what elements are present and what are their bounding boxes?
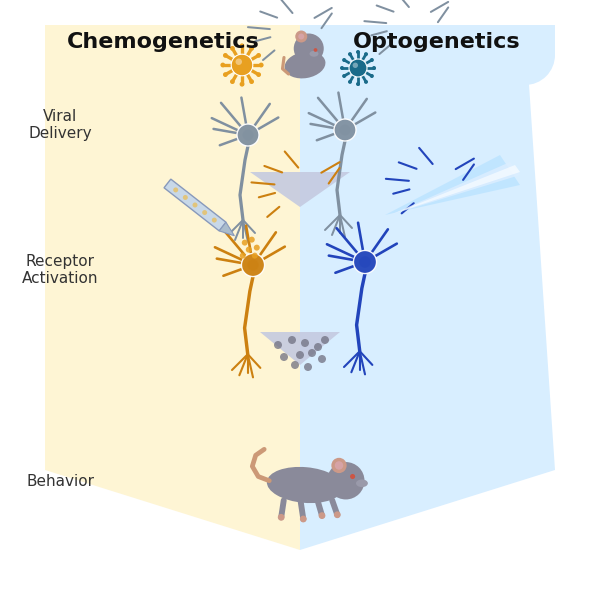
Circle shape bbox=[202, 210, 207, 215]
Circle shape bbox=[318, 355, 326, 363]
Circle shape bbox=[242, 130, 254, 140]
Circle shape bbox=[223, 53, 228, 58]
Circle shape bbox=[247, 259, 259, 271]
Bar bbox=[75, 25, 300, 55]
Circle shape bbox=[278, 514, 284, 521]
Circle shape bbox=[353, 62, 358, 68]
Circle shape bbox=[319, 512, 325, 519]
Circle shape bbox=[350, 474, 355, 479]
Circle shape bbox=[280, 353, 288, 361]
Circle shape bbox=[249, 79, 254, 84]
Circle shape bbox=[239, 82, 244, 86]
Circle shape bbox=[230, 79, 235, 84]
Circle shape bbox=[45, 25, 105, 85]
Circle shape bbox=[231, 54, 253, 76]
Polygon shape bbox=[250, 172, 350, 207]
Circle shape bbox=[241, 253, 265, 277]
Circle shape bbox=[356, 82, 360, 86]
Polygon shape bbox=[164, 179, 226, 231]
Polygon shape bbox=[300, 25, 555, 550]
Circle shape bbox=[370, 58, 374, 62]
Circle shape bbox=[364, 80, 368, 84]
Circle shape bbox=[223, 72, 228, 77]
Polygon shape bbox=[45, 25, 300, 550]
Circle shape bbox=[364, 52, 368, 56]
Bar bbox=[45, 25, 75, 55]
Text: Receptor
Activation: Receptor Activation bbox=[22, 254, 98, 286]
Polygon shape bbox=[385, 155, 520, 215]
Circle shape bbox=[193, 202, 197, 208]
Circle shape bbox=[300, 515, 307, 523]
Circle shape bbox=[242, 239, 248, 245]
Circle shape bbox=[301, 339, 309, 347]
Ellipse shape bbox=[267, 467, 343, 503]
Circle shape bbox=[220, 62, 225, 67]
Polygon shape bbox=[219, 222, 235, 236]
Bar bbox=[525, 25, 555, 55]
Circle shape bbox=[342, 74, 346, 78]
Circle shape bbox=[353, 250, 377, 274]
Circle shape bbox=[230, 46, 235, 51]
Circle shape bbox=[304, 363, 312, 371]
Circle shape bbox=[295, 31, 307, 43]
Ellipse shape bbox=[310, 51, 319, 57]
Circle shape bbox=[252, 253, 258, 259]
Circle shape bbox=[246, 247, 252, 253]
Circle shape bbox=[240, 253, 246, 259]
Circle shape bbox=[334, 119, 356, 141]
Polygon shape bbox=[260, 332, 340, 365]
Text: Chemogenetics: Chemogenetics bbox=[67, 32, 259, 52]
Circle shape bbox=[249, 236, 255, 242]
Polygon shape bbox=[390, 162, 520, 215]
Circle shape bbox=[291, 361, 299, 369]
Circle shape bbox=[314, 343, 322, 351]
Circle shape bbox=[359, 256, 371, 268]
Circle shape bbox=[348, 80, 352, 84]
Circle shape bbox=[256, 53, 261, 58]
Circle shape bbox=[173, 187, 178, 193]
Text: Behavior: Behavior bbox=[26, 475, 94, 490]
Circle shape bbox=[274, 341, 282, 349]
Circle shape bbox=[321, 336, 329, 344]
Circle shape bbox=[334, 511, 341, 518]
Circle shape bbox=[288, 336, 296, 344]
Text: Viral
Delivery: Viral Delivery bbox=[28, 109, 92, 141]
Circle shape bbox=[356, 50, 360, 54]
Circle shape bbox=[236, 59, 242, 65]
Circle shape bbox=[259, 62, 263, 67]
Circle shape bbox=[249, 46, 254, 51]
Circle shape bbox=[296, 351, 304, 359]
Ellipse shape bbox=[356, 479, 368, 487]
Circle shape bbox=[237, 124, 259, 146]
Circle shape bbox=[349, 59, 367, 77]
Circle shape bbox=[495, 25, 555, 85]
Circle shape bbox=[340, 124, 350, 136]
Circle shape bbox=[372, 66, 376, 70]
Circle shape bbox=[183, 195, 188, 200]
Circle shape bbox=[340, 66, 344, 70]
Circle shape bbox=[327, 462, 365, 499]
Circle shape bbox=[254, 245, 260, 251]
Ellipse shape bbox=[284, 52, 325, 79]
Polygon shape bbox=[395, 165, 520, 213]
Circle shape bbox=[370, 74, 374, 78]
Circle shape bbox=[314, 48, 317, 52]
Circle shape bbox=[239, 43, 244, 48]
Circle shape bbox=[348, 52, 352, 56]
Circle shape bbox=[335, 461, 343, 470]
Bar bbox=[300, 25, 525, 55]
Circle shape bbox=[308, 349, 316, 357]
Circle shape bbox=[298, 34, 304, 40]
Circle shape bbox=[342, 58, 346, 62]
Circle shape bbox=[212, 218, 217, 223]
Text: Optogenetics: Optogenetics bbox=[353, 32, 521, 52]
Circle shape bbox=[294, 34, 324, 64]
Circle shape bbox=[256, 72, 261, 77]
Circle shape bbox=[331, 458, 347, 473]
